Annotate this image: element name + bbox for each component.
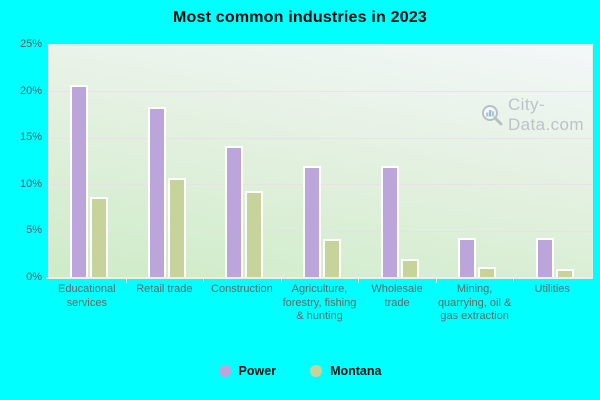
x-label-1: Retail trade — [136, 283, 193, 295]
x-axis-tick-1 — [125, 277, 127, 283]
x-axis-tick-6 — [513, 277, 515, 283]
legend-dot-power — [218, 365, 231, 377]
legend-dot-montana — [310, 365, 323, 377]
x-axis-tick-5 — [435, 277, 437, 283]
x-axis-tick-2 — [203, 277, 205, 283]
x-axis-tick-4 — [358, 277, 360, 283]
bar-power-0 — [70, 85, 89, 278]
legend: Power Montana — [0, 364, 600, 378]
y-tick-label-5: 5% — [26, 224, 42, 237]
legend-label-montana: Montana — [330, 364, 382, 378]
x-axis-line — [46, 277, 592, 279]
bar-montana-3 — [323, 238, 341, 278]
legend-label-power: Power — [238, 364, 277, 378]
bar-power-1 — [147, 106, 166, 278]
y-tick-label-25: 25% — [19, 38, 42, 50]
watermark-text: City-Data.com — [508, 95, 584, 134]
bar-power-4 — [380, 166, 399, 278]
bar-montana-5 — [478, 266, 497, 278]
x-label-6: Utilities — [534, 283, 570, 295]
bar-power-2 — [225, 145, 244, 278]
x-label-4: Wholesale trade — [371, 283, 423, 309]
bar-montana-2 — [245, 191, 264, 278]
bar-montana-1 — [167, 178, 186, 278]
bar-power-6 — [535, 237, 554, 278]
gridline-15 — [49, 137, 592, 139]
plot-area: City-Data.com — [48, 44, 593, 279]
bar-montana-6 — [555, 268, 574, 278]
y-tick-label-0: 0% — [26, 271, 42, 283]
gridline-20 — [49, 91, 592, 93]
bar-power-5 — [458, 237, 477, 278]
x-axis-tick-3 — [280, 277, 282, 283]
bar-power-3 — [303, 166, 321, 278]
y-tick-label-15: 15% — [19, 131, 42, 144]
bar-montana-4 — [400, 259, 419, 278]
y-tick-label-20: 20% — [19, 84, 42, 97]
gridline-25 — [49, 44, 592, 46]
x-label-2: Construction — [211, 283, 273, 295]
legend-item-montana: Montana — [310, 364, 381, 378]
chart-title: Most common industries in 2023 — [172, 9, 428, 26]
legend-item-power: Power — [218, 364, 277, 378]
x-label-0: Educational services — [58, 283, 116, 309]
y-tick-label-10: 10% — [19, 177, 42, 190]
x-label-3: Agriculture, forestry, fishing & hunting — [282, 283, 357, 322]
city-data-magnifier-icon — [480, 103, 504, 127]
bar-montana-0 — [90, 196, 109, 278]
x-label-5: Mining, quarrying, oil & gas extraction — [437, 283, 512, 322]
watermark: City-Data.com — [480, 95, 592, 135]
